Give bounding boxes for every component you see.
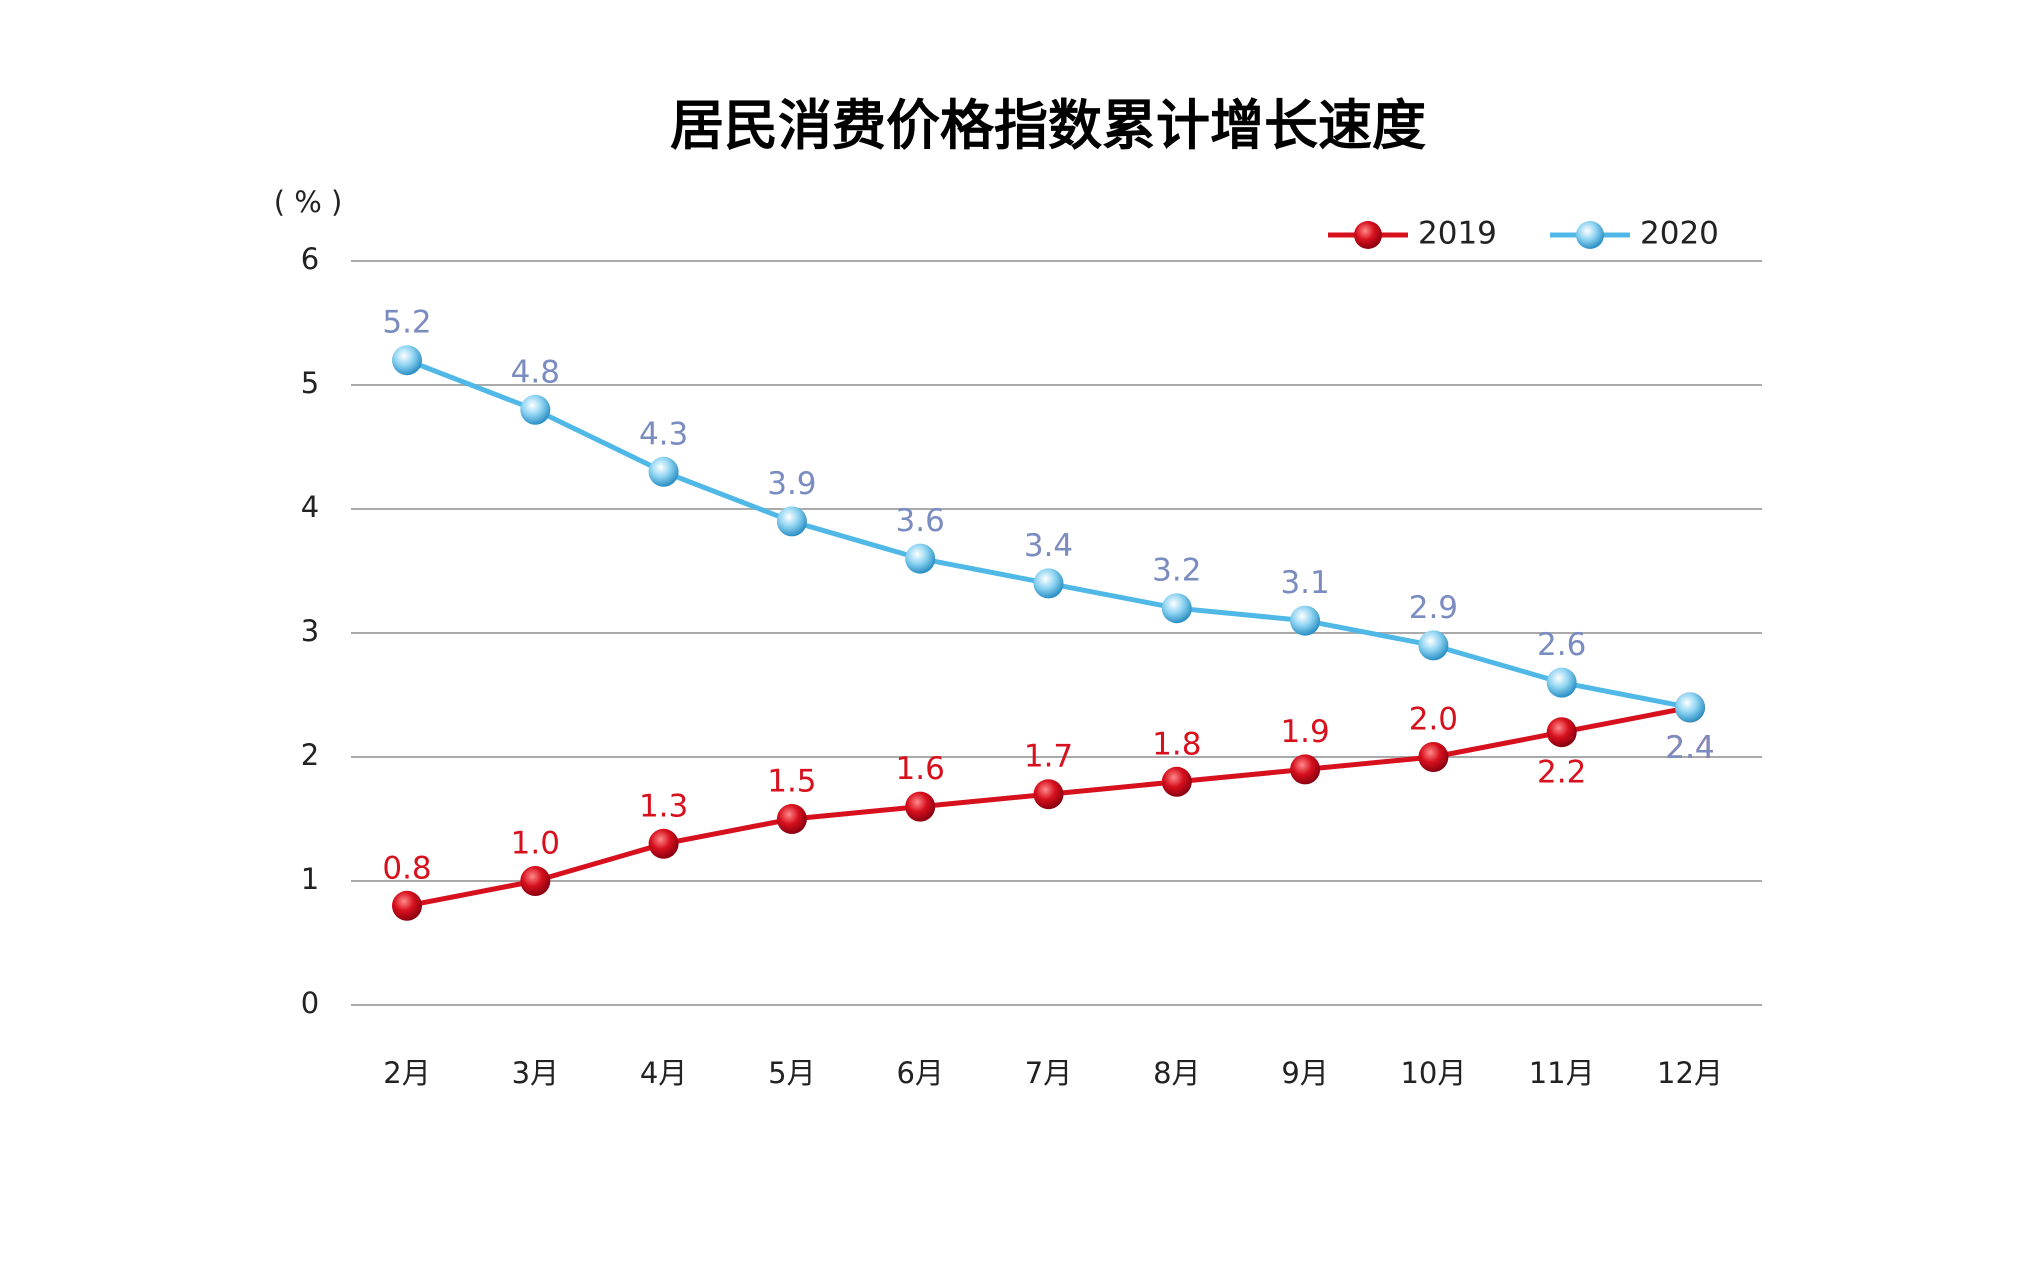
data-point: [1546, 667, 1577, 698]
x-tick-label: 8月: [1153, 1056, 1200, 1090]
data-label: 1.5: [767, 764, 816, 800]
x-tick-label: 2月: [383, 1056, 430, 1090]
legend-label: 2019: [1418, 216, 1497, 252]
data-point: [1418, 630, 1449, 661]
legend-label: 2020: [1640, 216, 1719, 252]
legend-marker: [1354, 221, 1382, 249]
data-label: 2.2: [1537, 755, 1586, 791]
y-tick-label: 6: [301, 242, 319, 276]
y-tick-label: 2: [301, 738, 319, 772]
data-label: 2.6: [1537, 627, 1586, 663]
data-label: 3.4: [1024, 528, 1073, 564]
data-label: 1.0: [511, 826, 560, 862]
data-point: [776, 506, 807, 537]
y-tick-label: 1: [301, 862, 319, 896]
data-label: 2.0: [1409, 702, 1458, 738]
data-label: 1.8: [1152, 726, 1201, 762]
data-label: 4.3: [639, 416, 688, 452]
data-label: 1.6: [896, 751, 945, 787]
y-tick-label: 0: [301, 986, 319, 1020]
data-point: [1546, 717, 1577, 748]
data-point: [1033, 568, 1064, 599]
y-tick-label: 3: [301, 614, 319, 648]
data-point: [1161, 593, 1192, 624]
data-point: [520, 394, 551, 425]
data-point: [1675, 692, 1705, 723]
data-label: 1.9: [1280, 714, 1329, 750]
chart-title: 居民消费价格指数累计增长速度: [670, 93, 1426, 157]
data-label: 3.1: [1280, 565, 1329, 601]
data-point: [392, 345, 422, 376]
x-tick-label: 6月: [896, 1056, 943, 1090]
data-point: [392, 890, 422, 921]
data-label: 3.2: [1152, 553, 1201, 589]
x-tick-label: 3月: [512, 1056, 559, 1090]
x-tick-label: 9月: [1281, 1056, 1328, 1090]
y-tick-label: 5: [301, 366, 319, 400]
data-point: [648, 828, 679, 859]
y-tick-label: 4: [301, 490, 319, 524]
data-point: [1418, 742, 1449, 772]
x-tick-label: 7月: [1025, 1056, 1072, 1090]
data-label: 0.8: [382, 850, 431, 886]
x-tick-label: 11月: [1529, 1056, 1595, 1090]
data-point: [1290, 754, 1321, 785]
data-point: [648, 456, 679, 487]
x-tick-label: 12月: [1657, 1056, 1723, 1090]
data-label: 5.2: [382, 305, 431, 341]
data-point: [1161, 766, 1192, 797]
data-point: [905, 791, 936, 822]
data-label: 2.4: [1665, 730, 1714, 766]
y-axis-label: ( % ): [274, 185, 343, 219]
x-tick-label: 4月: [640, 1056, 687, 1090]
data-label: 2.4: [1665, 730, 1714, 766]
legend-marker: [1576, 221, 1604, 249]
data-label: 1.3: [639, 788, 688, 824]
data-label: 3.6: [896, 503, 945, 539]
x-tick-label: 10月: [1400, 1056, 1466, 1090]
data-point: [520, 866, 551, 896]
data-label: 3.9: [767, 466, 816, 502]
x-tick-label: 5月: [768, 1056, 815, 1090]
data-point: [776, 804, 807, 834]
data-label: 1.7: [1024, 739, 1073, 775]
data-point: [905, 543, 936, 574]
data-label: 2.9: [1409, 590, 1458, 626]
data-point: [1290, 605, 1321, 636]
data-label: 4.8: [511, 354, 560, 390]
data-point: [1033, 779, 1064, 810]
